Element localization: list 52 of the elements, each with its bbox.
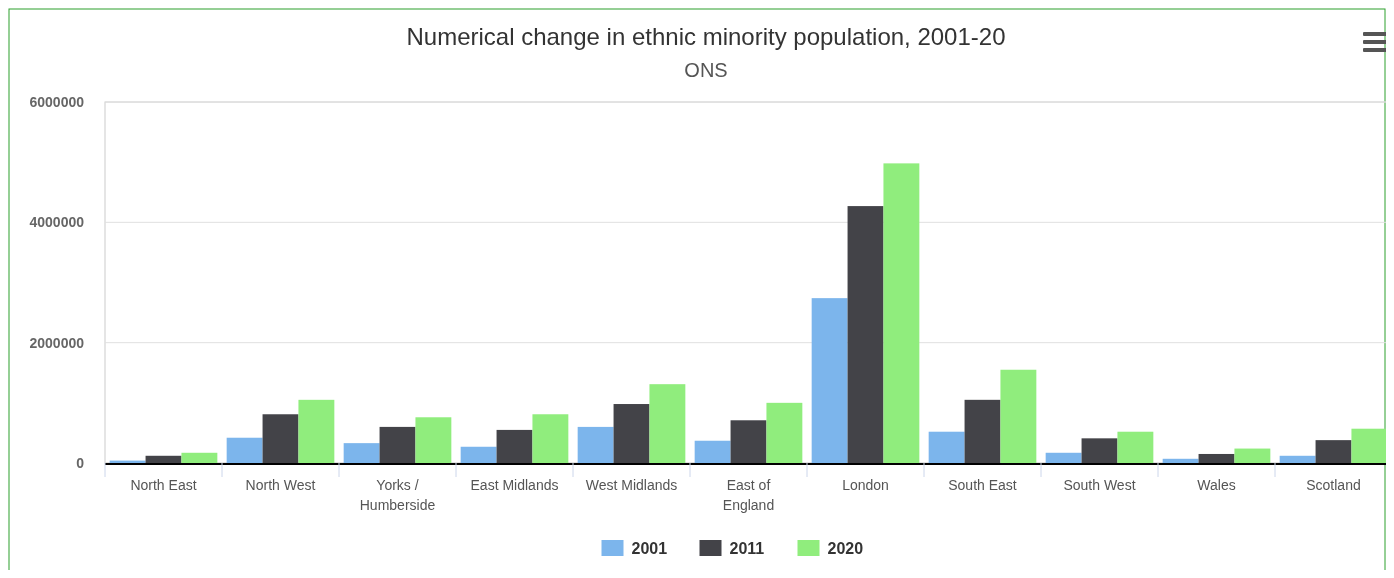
bar — [181, 452, 218, 463]
bar — [847, 206, 884, 463]
bar — [298, 399, 335, 463]
x-tick-label: East of England — [722, 477, 775, 513]
bar — [226, 437, 263, 463]
y-tick-label: 6000000 — [29, 94, 85, 110]
x-tick-label: North West — [245, 477, 316, 493]
x-tick-label: Yorks / Humberside — [359, 477, 436, 513]
bar — [262, 414, 299, 463]
x-tick-label: Wales — [1197, 477, 1236, 493]
bar — [1000, 369, 1037, 463]
bar — [1198, 453, 1235, 463]
bar — [343, 443, 380, 463]
x-tick-label: North East — [130, 477, 197, 493]
bar — [1117, 431, 1154, 463]
chart-subtitle: ONS — [684, 59, 728, 81]
bar — [379, 426, 416, 463]
bar — [928, 431, 965, 463]
bar — [415, 417, 452, 463]
x-tick-label: East Midlands — [470, 477, 559, 493]
bar — [1081, 438, 1118, 463]
bar — [811, 298, 848, 463]
bar — [1315, 440, 1352, 463]
bar — [964, 399, 1001, 463]
bar — [1279, 455, 1316, 463]
x-tick-label: London — [842, 477, 889, 493]
bar — [1234, 448, 1271, 463]
bar — [766, 402, 803, 463]
y-tick-label: 0 — [76, 455, 85, 471]
x-tick-label: Scotland — [1306, 477, 1361, 493]
y-tick-label: 2000000 — [29, 334, 85, 351]
legend-label: 2020 — [827, 540, 864, 557]
bar — [1351, 428, 1386, 463]
legend-label: 2011 — [729, 540, 765, 557]
x-tick-label: West Midlands — [585, 477, 678, 493]
bar — [460, 446, 497, 463]
bar — [145, 455, 182, 463]
x-tick-label: South East — [948, 477, 1017, 493]
bar — [1045, 452, 1082, 463]
bar — [532, 414, 569, 463]
chart-title: Numerical change in ethnic minority population, 2001-20 — [406, 23, 1006, 50]
bar — [649, 384, 686, 463]
bar — [496, 429, 533, 463]
x-tick-label: South West — [1063, 477, 1136, 493]
bar — [883, 163, 920, 463]
bar — [1162, 458, 1199, 463]
bar — [577, 426, 614, 463]
y-tick-label: 4000000 — [29, 214, 85, 231]
legend-label: 2001 — [631, 540, 668, 557]
bar — [694, 440, 731, 463]
bar — [730, 420, 767, 463]
bar — [613, 404, 650, 463]
